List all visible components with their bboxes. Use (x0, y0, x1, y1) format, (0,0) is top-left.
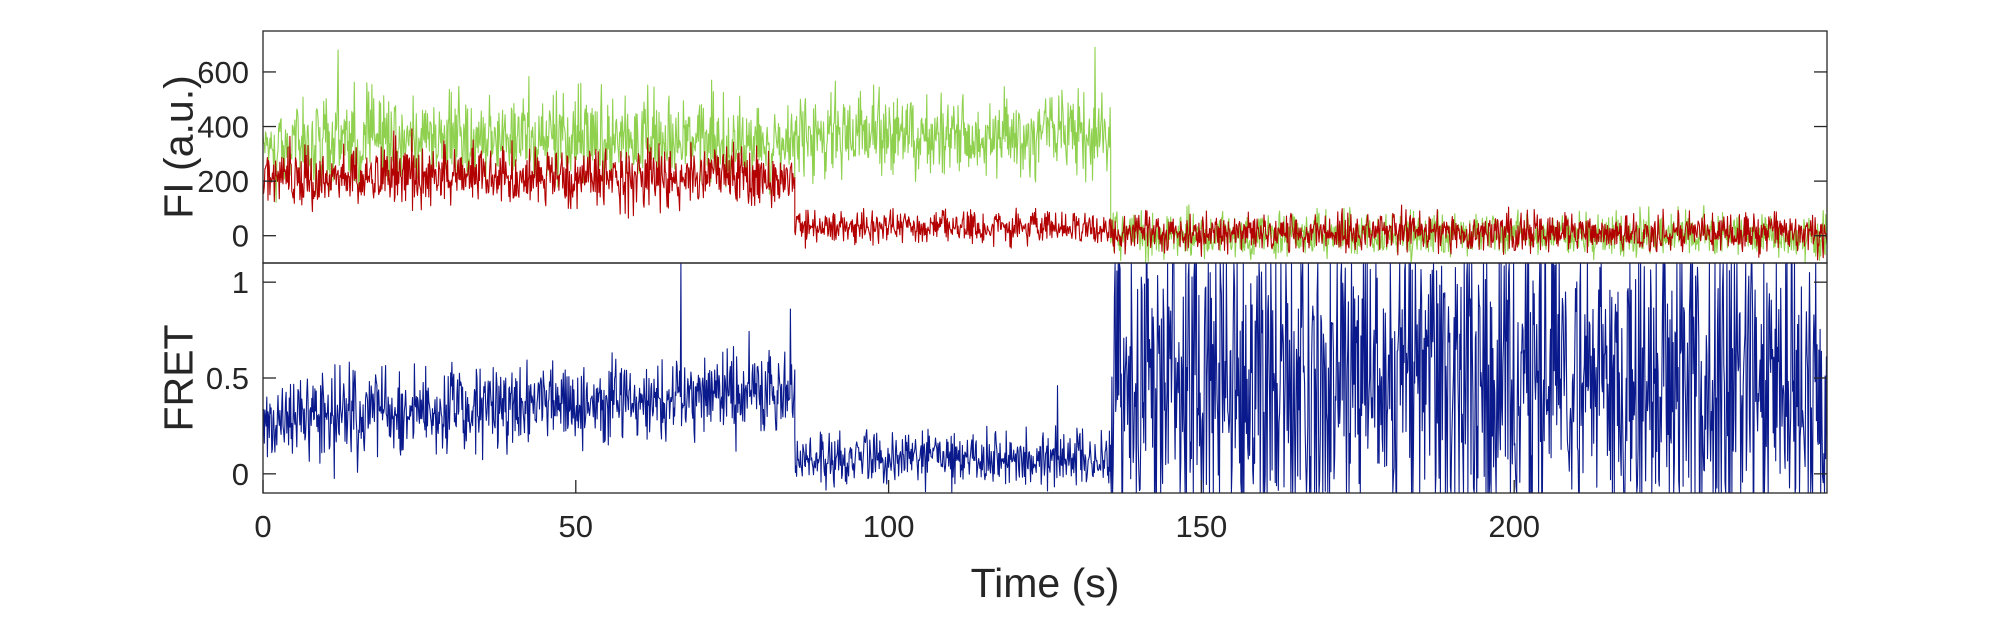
y-tick-label: 600 (197, 55, 249, 90)
fret-y-axis-label: FRET (155, 324, 201, 431)
fluorescence-panel: 0 200 400 600 FI (a.u.) (155, 30, 1828, 264)
fluorescence-ticks: 0 200 400 600 (197, 55, 1827, 254)
fret-panel: 0 0.5 1 0 50 100 150 200 FRET Time (s) (155, 262, 1828, 606)
y-tick-label: 200 (197, 164, 249, 199)
time-x-axis-label: Time (s) (971, 560, 1120, 606)
x-tick-label: 100 (863, 509, 915, 544)
y-tick-label: 0 (232, 457, 249, 492)
fluorescence-y-axis-label: FI (a.u.) (155, 75, 201, 219)
y-tick-label: 400 (197, 110, 249, 145)
x-tick-label: 0 (254, 509, 271, 544)
fret-ticks: 0 0.5 1 0 50 100 150 200 (206, 265, 1827, 544)
trace-line-1 (263, 128, 1827, 261)
y-tick-label: 1 (232, 265, 249, 300)
y-tick-label: 0.5 (206, 361, 249, 396)
x-tick-label: 50 (559, 509, 593, 544)
y-tick-label: 0 (232, 219, 249, 254)
x-tick-label: 150 (1176, 509, 1228, 544)
fret-traces (263, 263, 1827, 493)
trace-line-0 (263, 263, 1827, 493)
x-tick-label: 200 (1488, 509, 1540, 544)
fluorescence-traces (263, 46, 1827, 263)
